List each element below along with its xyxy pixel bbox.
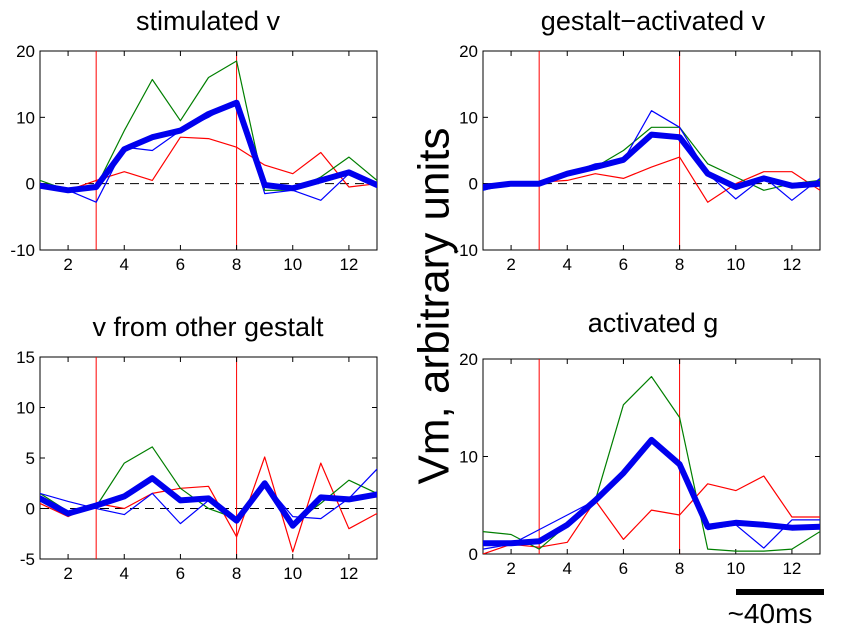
panel-activated-g: activated g 2 4 6 8 10 12 0 10 20 — [459, 308, 821, 578]
v-from-other-gestalt-y-tick-label-4: 15 — [16, 348, 35, 367]
v-from-other-gestalt-x-tick-label-1: 4 — [120, 564, 129, 583]
activated-g-x-tick-label-3: 8 — [675, 559, 684, 578]
v-from-other-gestalt-x-tick-label-5: 12 — [339, 564, 358, 583]
gestalt-activated-v-series-mean-line — [483, 131, 820, 190]
activated-g-series-red-line — [483, 475, 820, 554]
gestalt-activated-v-y-tick-label-2: 10 — [459, 108, 478, 127]
gestalt-activated-v-x-tick-label-4: 10 — [726, 255, 745, 274]
v-from-other-gestalt-x-tick-label-4: 10 — [283, 564, 302, 583]
gestalt-activated-v-axes-box — [482, 50, 821, 251]
v-from-other-gestalt-axes-box — [39, 356, 378, 560]
stimulated-v-series-group — [40, 60, 377, 203]
activated-g-x-tick-label-5: 12 — [782, 559, 801, 578]
v-from-other-gestalt-series-mean-line — [40, 475, 377, 529]
v-from-other-gestalt-y-tick-label-1: 0 — [26, 500, 35, 519]
panel-title-stimulated-v: stimulated v — [136, 6, 281, 36]
activated-g-x-tick-label-4: 10 — [726, 559, 745, 578]
v-from-other-gestalt-x-tick-label-3: 8 — [232, 564, 241, 583]
activated-g-x-tick-label-1: 4 — [563, 559, 572, 578]
panel-v-from-other-gestalt: v from other gestalt 2 4 6 8 10 12 -5 0 5 10 15 — [16, 312, 378, 583]
gestalt-activated-v-x-tick-label-0: 2 — [506, 255, 515, 274]
v-from-other-gestalt-series-green-line — [40, 446, 377, 525]
v-from-other-gestalt-x-tick-label-0: 2 — [63, 564, 72, 583]
activated-g-series-blue-line — [483, 439, 820, 550]
activated-g-y-tick-label-1: 10 — [459, 448, 478, 467]
panel-stimulated-v: stimulated v 2 4 6 8 10 12 -10 0 10 20 — [10, 6, 378, 274]
activated-g-x-tick-label-2: 6 — [619, 559, 628, 578]
v-from-other-gestalt-y-tick-label-2: 5 — [26, 449, 35, 468]
v-from-other-gestalt-x-tick-label-2: 6 — [176, 564, 185, 583]
stimulated-v-axes-box — [39, 50, 378, 251]
activated-g-y-tick-label-0: 0 — [469, 545, 478, 564]
activated-g-series-green-line — [483, 376, 820, 552]
panel-title-v-from-other-gestalt: v from other gestalt — [92, 312, 324, 342]
gestalt-activated-v-x-tick-label-2: 6 — [619, 255, 628, 274]
gestalt-activated-v-y-tick-label-0: -10 — [453, 241, 478, 260]
gestalt-activated-v-y-tick-label-1: 0 — [469, 175, 478, 194]
stimulated-v-y-tick-label-2: 10 — [16, 108, 35, 127]
panel-title-gestalt-activated-v: gestalt−activated v — [541, 6, 766, 36]
stimulated-v-y-tick-label-0: -10 — [10, 241, 35, 260]
stimulated-v-x-tick-label-5: 12 — [339, 255, 358, 274]
gestalt-activated-v-y-tick-label-3: 20 — [459, 42, 478, 61]
gestalt-activated-v-x-tick-label-3: 8 — [675, 255, 684, 274]
panel-gestalt-activated-v: gestalt−activated v 2 4 6 8 10 12 -10 0 10 20 — [453, 6, 821, 274]
stimulated-v-series-red-line — [40, 136, 377, 191]
panel-title-activated-g: activated g — [588, 308, 719, 338]
shared-y-axis-label: Vm, arbitrary units — [410, 128, 459, 485]
scale-bar-label: ~40ms — [728, 598, 813, 626]
stimulated-v-series-green-line — [40, 60, 377, 191]
stimulated-v-x-tick-label-2: 6 — [176, 255, 185, 274]
gestalt-activated-v-x-tick-label-5: 12 — [782, 255, 801, 274]
stimulated-v-y-tick-label-1: 0 — [26, 175, 35, 194]
v-from-other-gestalt-y-tick-label-3: 10 — [16, 399, 35, 418]
gestalt-activated-v-series-blue-line — [483, 110, 820, 201]
stimulated-v-x-tick-label-0: 2 — [63, 255, 72, 274]
v-from-other-gestalt-series-group — [40, 446, 377, 553]
stimulated-v-x-tick-label-4: 10 — [283, 255, 302, 274]
v-from-other-gestalt-y-tick-label-0: -5 — [20, 550, 35, 569]
stimulated-v-y-tick-label-3: 20 — [16, 42, 35, 61]
gestalt-activated-v-x-tick-label-1: 4 — [563, 255, 572, 274]
activated-g-series-mean-line — [483, 436, 820, 547]
activated-g-series-group — [483, 376, 820, 554]
stimulated-v-x-tick-label-1: 4 — [120, 255, 129, 274]
gestalt-activated-v-series-group — [483, 110, 820, 203]
stimulated-v-series-mean-line — [40, 99, 377, 194]
stimulated-v-x-tick-label-3: 8 — [232, 255, 241, 274]
activated-g-y-tick-label-2: 20 — [459, 350, 478, 369]
activated-g-x-tick-label-0: 2 — [506, 559, 515, 578]
